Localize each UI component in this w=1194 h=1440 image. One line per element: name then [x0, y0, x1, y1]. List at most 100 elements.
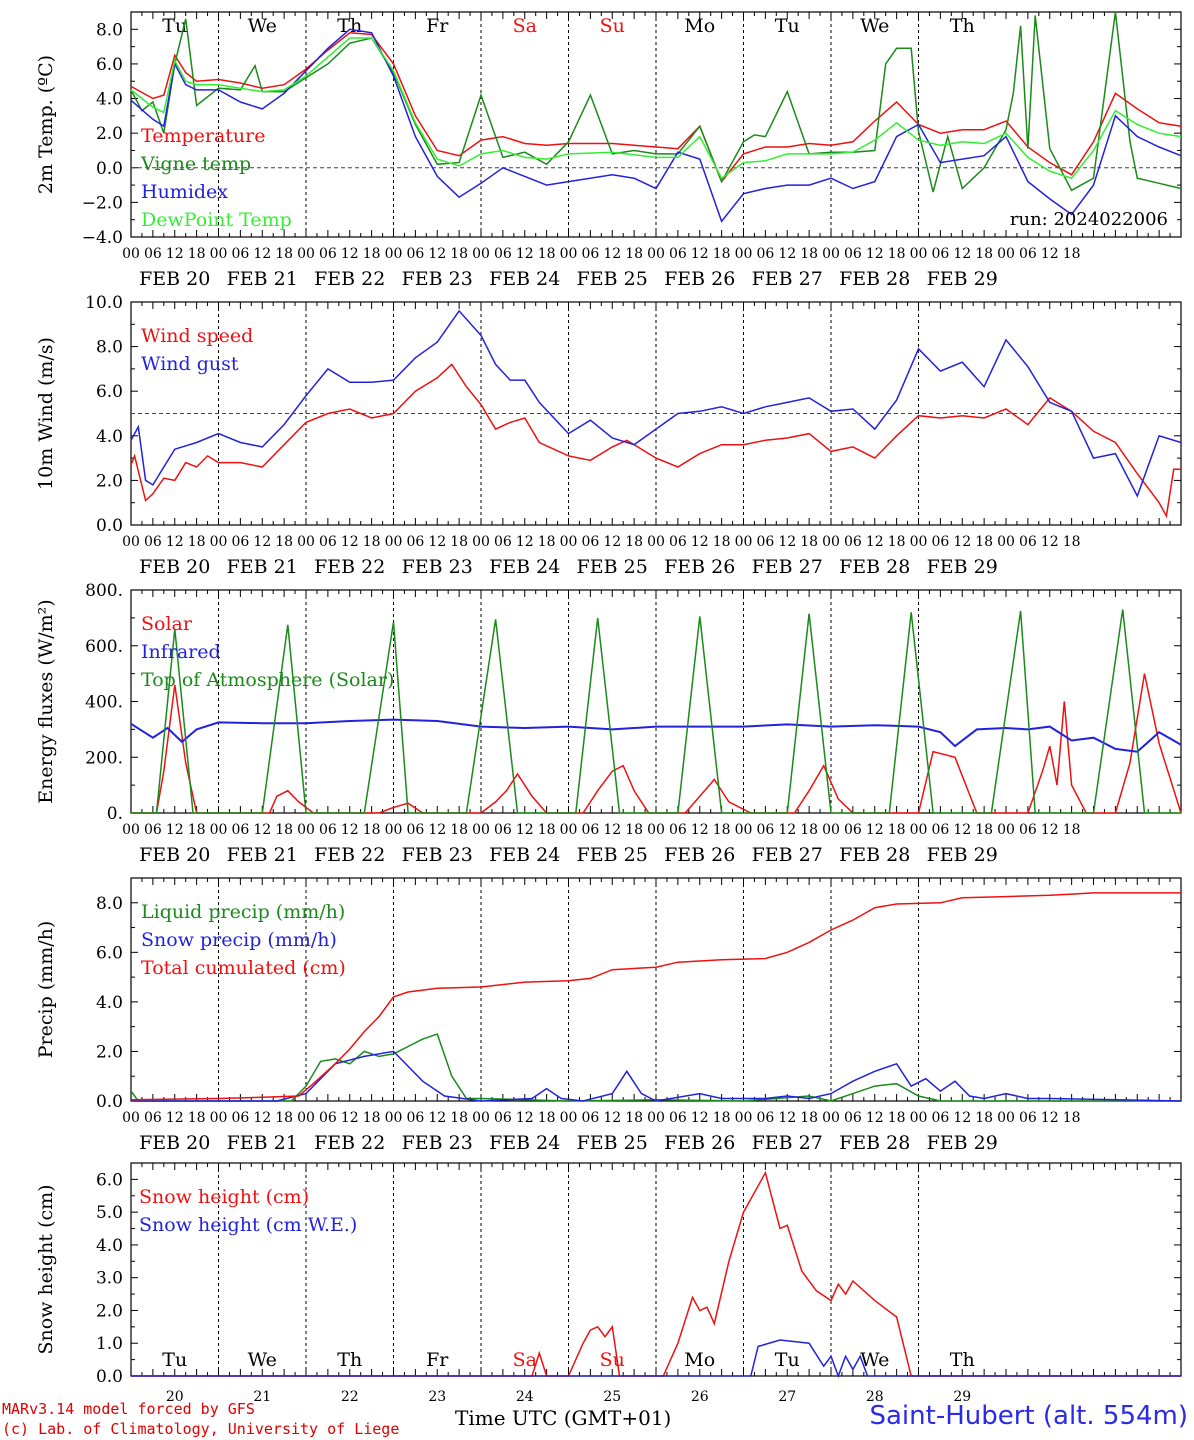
hour-tick-label: 12 — [866, 246, 884, 262]
model-credit: MARv3.14 model forced by GFS — [2, 1400, 255, 1418]
weekday-label: Mo — [684, 15, 715, 37]
hour-tick-label: 12 — [341, 1110, 359, 1126]
series-line-dewpoint-temp — [130, 37, 1182, 180]
y-tick-label: 1.0 — [96, 1334, 123, 1354]
hour-tick-label: 06 — [931, 534, 949, 550]
day-label: FEB 29 — [927, 844, 998, 866]
day-label: FEB 24 — [489, 268, 560, 290]
day-number-label: 26 — [691, 1389, 709, 1405]
series-line-snow-precip-mm-h- — [131, 1050, 1182, 1102]
hour-tick-label: 18 — [800, 246, 818, 262]
day-number-label: 29 — [953, 1389, 971, 1405]
day-label: FEB 28 — [839, 1132, 910, 1154]
day-label: FEB 27 — [752, 844, 823, 866]
hour-tick-label: 12 — [778, 1110, 796, 1126]
hour-tick-label: 12 — [866, 534, 884, 550]
run-label: run: 2024022006 — [1010, 209, 1168, 230]
hour-tick-label: 06 — [844, 534, 862, 550]
legend-label: Wind speed — [141, 325, 253, 347]
hour-tick-label: 12 — [603, 822, 621, 838]
legend-label: DewPoint Temp — [141, 209, 292, 231]
y-tick-label: 800. — [85, 581, 123, 601]
hour-tick-label: 00 — [735, 822, 753, 838]
day-label: FEB 29 — [927, 556, 998, 578]
series-line-infrared — [130, 718, 1182, 753]
hour-tick-label: 00 — [122, 822, 140, 838]
y-tick-label: 2.0 — [96, 1301, 123, 1321]
y-tick-label: 8.0 — [96, 338, 123, 358]
day-number-label: 25 — [603, 1389, 621, 1405]
y-tick-label: −4.0 — [82, 228, 123, 248]
hour-tick-label: 00 — [647, 1110, 665, 1126]
hour-tick-label: 06 — [581, 1110, 599, 1126]
day-label: FEB 20 — [139, 268, 210, 290]
hour-tick-label: 18 — [363, 246, 381, 262]
series-line-wind-gust — [130, 309, 1182, 498]
weekday-label: Fr — [426, 1349, 449, 1371]
legend-label: Vigne temp — [140, 153, 251, 175]
day-label: FEB 23 — [402, 268, 473, 290]
hour-tick-label: 00 — [822, 246, 840, 262]
day-label: FEB 24 — [489, 556, 560, 578]
legend-label: Total cumulated (cm) — [141, 957, 346, 979]
day-label: FEB 25 — [577, 844, 648, 866]
hour-tick-label: 00 — [210, 246, 228, 262]
hour-tick-label: 00 — [385, 822, 403, 838]
hour-tick-label: 12 — [341, 534, 359, 550]
day-number-label: 24 — [516, 1389, 534, 1405]
hour-tick-label: 06 — [669, 534, 687, 550]
hour-tick-label: 06 — [1019, 822, 1037, 838]
hour-tick-label: 06 — [669, 1110, 687, 1126]
y-tick-label: 3.0 — [96, 1269, 123, 1289]
hour-tick-label: 00 — [560, 822, 578, 838]
station-name: Saint-Hubert (alt. 554m) — [869, 1401, 1188, 1431]
hour-tick-label: 00 — [997, 822, 1015, 838]
day-label: FEB 22 — [314, 844, 385, 866]
hour-tick-label: 06 — [931, 246, 949, 262]
hour-tick-label: 18 — [188, 246, 206, 262]
hour-tick-label: 06 — [844, 1110, 862, 1126]
hour-tick-label: 12 — [428, 822, 446, 838]
hour-tick-label: 06 — [669, 246, 687, 262]
hour-tick-label: 06 — [581, 534, 599, 550]
hour-tick-label: 00 — [297, 534, 315, 550]
time-axis-title: Time UTC (GMT+01) — [455, 1406, 672, 1430]
hour-tick-label: 12 — [166, 1110, 184, 1126]
hour-tick-label: 06 — [231, 1110, 249, 1126]
day-label: FEB 20 — [139, 556, 210, 578]
hour-tick-label: 06 — [144, 1110, 162, 1126]
hour-tick-label: 18 — [713, 246, 731, 262]
hour-tick-label: 12 — [253, 246, 271, 262]
hour-tick-label: 06 — [144, 534, 162, 550]
hour-tick-label: 06 — [406, 822, 424, 838]
hour-tick-label: 18 — [888, 246, 906, 262]
legend-label: Infrared — [141, 641, 221, 663]
hour-tick-label: 00 — [647, 246, 665, 262]
hour-tick-label: 18 — [888, 1110, 906, 1126]
hour-tick-label: 00 — [297, 1110, 315, 1126]
weekday-label: Sa — [513, 1349, 537, 1371]
hour-tick-label: 00 — [735, 1110, 753, 1126]
hour-tick-label: 12 — [866, 1110, 884, 1126]
hour-tick-label: 00 — [122, 1110, 140, 1126]
hour-tick-label: 18 — [450, 822, 468, 838]
hour-tick-label: 00 — [910, 822, 928, 838]
hour-tick-label: 06 — [231, 534, 249, 550]
weekday-label: Su — [600, 1349, 625, 1371]
panel-3: 0. 200. 400. 600. 800. Energy fluxes (W/m²) 00… — [35, 581, 1182, 866]
hour-tick-label: 00 — [910, 246, 928, 262]
day-label: FEB 21 — [227, 556, 298, 578]
hour-tick-label: 06 — [1019, 534, 1037, 550]
weekday-label: We — [860, 1349, 889, 1371]
day-label: FEB 28 — [839, 268, 910, 290]
hour-tick-label: 18 — [363, 822, 381, 838]
hour-tick-label: 06 — [494, 534, 512, 550]
series-line-total-cumulated-cm- — [130, 892, 1181, 1101]
hour-tick-label: 06 — [931, 822, 949, 838]
y-axis-label: 2m Temp. (ºC) — [35, 55, 57, 194]
legend-label: Solar — [141, 613, 193, 635]
legend-label: Snow height (cm W.E.) — [139, 1214, 357, 1236]
